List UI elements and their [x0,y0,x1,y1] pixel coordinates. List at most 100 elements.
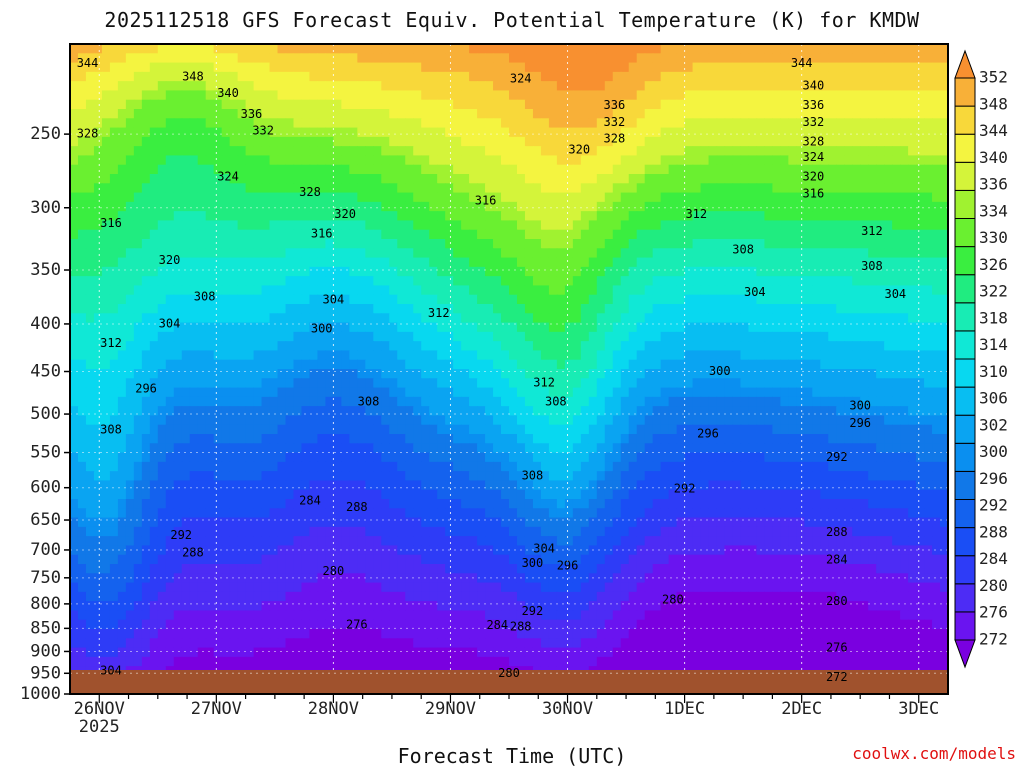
field-cell [365,62,374,73]
field-cell [780,434,789,444]
field-cell [317,127,327,138]
field-cell [708,387,718,398]
field-cell [413,53,422,64]
field-cell [445,331,454,342]
field-cell [796,387,805,398]
field-cell [804,285,813,296]
field-cell [93,155,103,166]
field-cell [341,174,350,184]
field-cell [357,276,366,287]
field-cell [676,257,686,268]
field-cell [700,239,710,249]
field-cell [237,396,247,407]
field-cell [596,118,606,129]
field-cell [245,322,255,333]
field-cell [205,443,215,454]
field-cell [261,109,271,119]
field-cell [748,81,758,92]
field-cell [620,443,630,454]
field-cell [940,44,949,54]
field-cell [596,369,606,379]
field-cell [357,294,366,305]
field-cell [572,294,582,305]
field-cell [333,257,342,268]
field-cell [381,239,390,249]
field-cell [540,443,550,454]
field-cell [70,90,79,101]
field-cell [429,415,438,426]
field-cell [269,118,279,129]
field-cell [652,341,662,352]
field-cell [588,415,598,426]
field-cell [556,424,566,435]
field-cell [636,53,646,64]
field-cell [612,378,622,389]
field-cell [261,378,271,389]
field-cell [477,99,486,110]
field-cell [892,359,901,370]
field-cell [876,424,885,435]
field-cell [205,81,215,92]
field-cell [812,118,821,129]
field-cell [269,71,279,82]
field-cell [924,452,933,463]
field-cell [173,53,183,64]
field-cell [732,229,742,240]
field-cell [764,183,773,194]
field-cell [876,396,885,407]
field-cell [540,294,550,305]
field-cell [684,53,694,64]
field-cell [516,424,526,435]
field-cell [181,192,191,203]
field-cell [461,192,470,203]
field-cell [357,81,366,92]
field-cell [604,136,614,147]
field-cell [620,257,630,268]
field-cell [253,164,263,175]
field-cell [181,118,191,129]
field-cell [612,53,622,64]
field-cell [748,331,758,342]
field-cell [876,285,885,296]
field-cell [876,266,885,277]
field-cell [101,127,111,138]
field-cell [876,276,885,287]
field-cell [389,155,398,166]
field-cell [437,266,446,277]
field-cell [421,248,430,259]
field-cell [764,341,773,352]
field-cell [429,155,438,166]
field-cell [229,461,239,472]
field-cell [245,174,255,184]
field-cell [788,294,797,305]
field-cell [189,118,199,129]
field-cell [892,211,901,222]
field-cell [652,201,662,212]
field-cell [317,461,327,472]
field-cell [141,146,151,157]
field-cell [85,118,95,129]
field-cell [524,44,534,54]
field-cell [245,415,255,426]
field-cell [932,109,941,119]
field-cell [77,387,87,398]
field-cell [293,331,303,342]
field-cell [716,434,726,444]
field-cell [125,369,135,379]
field-cell [812,127,821,138]
field-cell [900,350,909,361]
field-cell [117,461,127,472]
field-cell [844,109,853,119]
field-cell [756,71,766,82]
field-cell [493,396,502,407]
field-cell [469,406,478,417]
field-cell [684,211,694,222]
field-cell [477,136,486,147]
field-cell [644,192,654,203]
field-cell [660,424,670,435]
field-cell [70,276,79,287]
field-cell [173,220,183,231]
field-cell [540,285,550,296]
field-cell [644,90,654,101]
field-cell [389,90,398,101]
